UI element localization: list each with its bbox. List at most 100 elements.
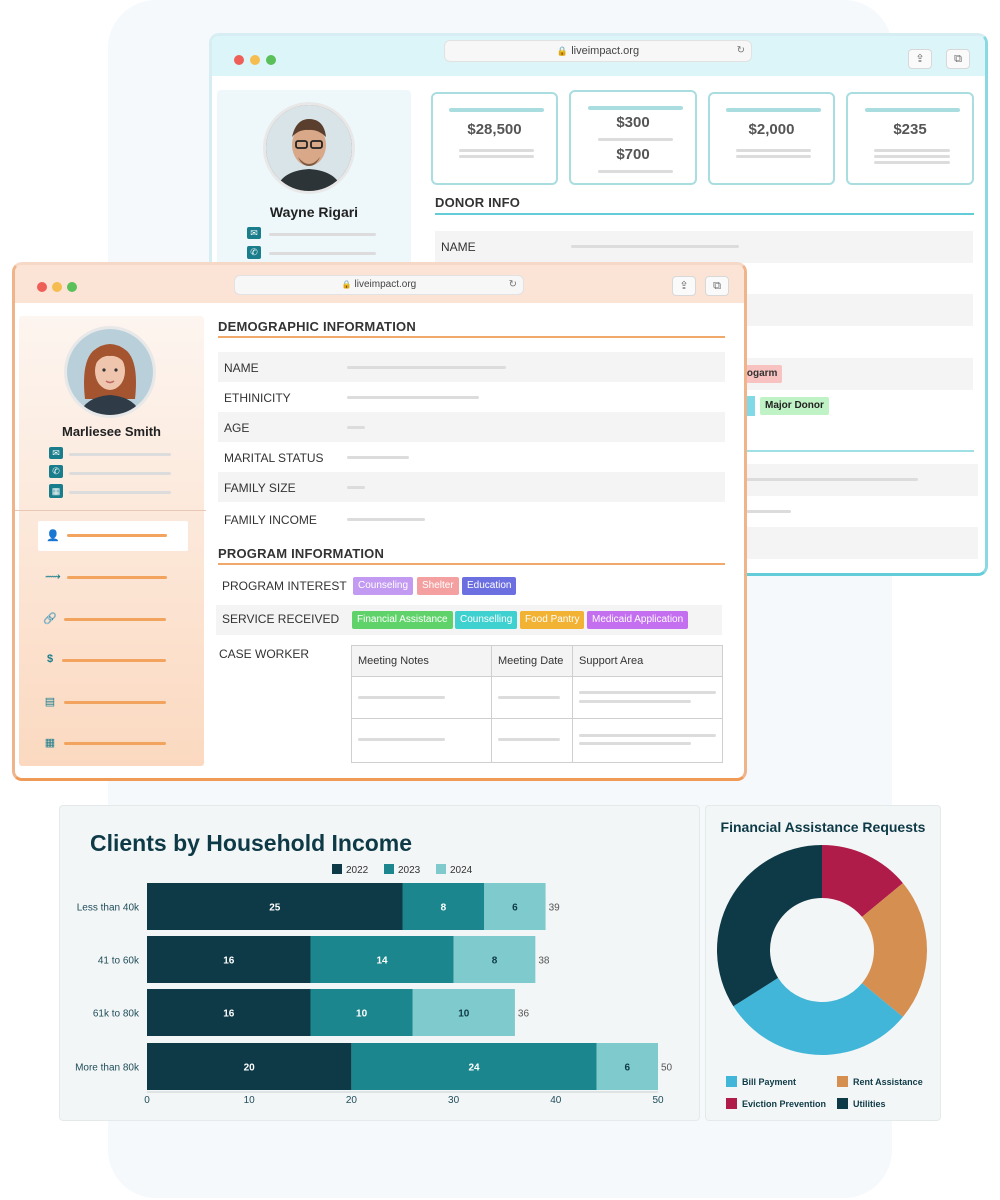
legend-label-2024: 2024 <box>450 865 473 876</box>
program-interest-label: PROGRAM INTEREST <box>222 579 347 593</box>
legend-swatch-2023 <box>384 864 394 874</box>
service-received-label: SERVICE RECEIVED <box>222 612 340 626</box>
close-dot-icon[interactable] <box>234 55 244 65</box>
income-chart-title: Clients by Household Income <box>90 830 413 856</box>
donor-info-title: DONOR INFO <box>435 195 521 210</box>
th-meeting-notes[interactable]: Meeting Notes <box>358 655 429 667</box>
reload-icon[interactable]: ↻ <box>508 279 517 290</box>
sidebar-item-profile[interactable]: 👤 <box>38 521 188 551</box>
income-chart-panel: Clients by Household Income 2022 2023 2024… <box>59 805 700 1121</box>
tag-financial-assistance[interactable]: Financial Assistance <box>352 611 453 629</box>
tabs-button[interactable]: ⧉ <box>946 49 970 69</box>
tabs-button[interactable]: ⧉ <box>705 276 729 296</box>
legend-label: Utilities <box>853 1099 886 1109</box>
donor-face-icon <box>266 105 352 191</box>
demo-row-age <box>218 412 725 442</box>
bar-segment-2024 <box>596 1043 658 1090</box>
donut-slice-utilities <box>717 845 822 1007</box>
donor-tag-major-donor[interactable]: Major Donor <box>760 397 829 415</box>
demo-label-family-size: FAMILY SIZE <box>224 481 296 495</box>
program-title: PROGRAM INFORMATION <box>218 546 385 561</box>
sidebar-item-activity[interactable]: ⟿ <box>38 563 188 593</box>
close-dot-icon[interactable] <box>37 282 47 292</box>
donut-slice-rent-assistance <box>862 883 927 1017</box>
donor-card-4: $235 <box>846 92 974 185</box>
maximize-dot-icon[interactable] <box>266 55 276 65</box>
category-label: Less than 40k <box>77 903 140 914</box>
client-url-bar[interactable]: 🔒 liveimpact.org ↻ <box>235 276 523 294</box>
bar-value-label: 10 <box>356 1009 368 1020</box>
donor-email-line <box>269 233 376 236</box>
share-button[interactable]: ⇪ <box>908 49 932 69</box>
demo-label-age: AGE <box>224 421 250 435</box>
client-sidebar: Marliesee Smith ✉ ✆ ▦ 👤 ⟿ 🔗 $ ▤ ▦ <box>15 316 206 766</box>
donor-tag-program[interactable]: rogarm <box>738 365 783 383</box>
sidebar-item-finance[interactable]: $ <box>38 646 188 676</box>
donut-slice-bill-payment <box>733 977 903 1055</box>
x-tick-label: 40 <box>550 1095 562 1106</box>
donor-avatar <box>263 102 355 194</box>
legend-label-2023: 2023 <box>398 865 421 876</box>
th-meeting-date[interactable]: Meeting Date <box>498 655 564 667</box>
sidebar-item-documents[interactable]: ▤ <box>38 688 188 718</box>
donor-name: Wayne Rigari <box>269 204 359 220</box>
th-support-area[interactable]: Support Area <box>579 655 644 667</box>
demo-label-name: NAME <box>224 361 259 375</box>
pulse-icon: ⟿ <box>45 571 61 583</box>
donor-name-label: NAME <box>441 240 476 254</box>
tag-counselling[interactable]: Counselling <box>455 611 518 629</box>
calendar-icon: ▦ <box>44 737 56 749</box>
x-tick-label: 20 <box>346 1095 358 1106</box>
reload-icon[interactable]: ↻ <box>736 45 745 56</box>
case-worker-label: CASE WORKER <box>219 647 310 661</box>
legend-swatch-2022 <box>332 864 342 874</box>
minimize-dot-icon[interactable] <box>52 282 62 292</box>
tag-medicaid-application[interactable]: Medicaid Application <box>587 611 689 629</box>
lock-icon: 🔒 <box>556 46 569 56</box>
donor-url-text: liveimpact.org <box>571 45 640 57</box>
bar-value-label: 8 <box>492 956 498 967</box>
table-row <box>358 738 445 741</box>
donor-sidebar: Wayne Rigari ✉ ✆ <box>217 90 411 290</box>
bar-segment-2023 <box>310 989 413 1036</box>
sidebar-item-links[interactable]: 🔗 <box>38 605 188 635</box>
legend-swatch-2024 <box>436 864 446 874</box>
maximize-dot-icon[interactable] <box>67 282 77 292</box>
client-email-icon: ✉ <box>49 447 63 459</box>
demographic-underline <box>218 336 725 338</box>
client-window: 🔒 liveimpact.org ↻ ⇪ ⧉ Marliesee Smith ✉… <box>12 262 747 781</box>
bar-value-label: 25 <box>269 903 281 914</box>
client-calendar-icon: ▦ <box>49 484 63 498</box>
assistance-chart-panel: Financial Assistance Requests Bill Payme… <box>705 805 941 1121</box>
tag-education[interactable]: Education <box>462 577 517 595</box>
bar-segment-2024 <box>453 936 536 983</box>
tag-counseling[interactable]: Counseling <box>353 577 414 595</box>
bar-segment-2023 <box>402 883 485 930</box>
bar-total-label: 36 <box>518 1009 530 1020</box>
assistance-donut-chart: Bill Payment Rent Assistance Eviction Prev… <box>717 845 927 1109</box>
x-tick-label: 30 <box>448 1095 460 1106</box>
bar-total-label: 50 <box>661 1063 673 1074</box>
donor-card-4-value: $235 <box>893 121 927 138</box>
donor-tag-partial[interactable] <box>746 396 755 416</box>
donor-email-icon: ✉ <box>247 227 261 239</box>
assistance-chart-title: Financial Assistance Requests <box>720 819 926 835</box>
bar-segment-2022 <box>147 989 311 1036</box>
client-url-text: liveimpact.org <box>354 279 417 290</box>
demo-label-family-income: FAMILY INCOME <box>224 513 317 527</box>
bar-value-label: 14 <box>376 956 388 967</box>
tag-food-pantry[interactable]: Food Pantry <box>520 611 585 629</box>
legend-swatch <box>726 1098 737 1109</box>
tag-shelter[interactable]: Shelter <box>417 577 459 595</box>
donor-card-1-value: $28,500 <box>467 121 522 138</box>
donor-titlebar: 🔒 liveimpact.org ↻ ⇪ ⧉ <box>212 36 985 76</box>
bar-segment-2023 <box>310 936 454 983</box>
sidebar-divider <box>15 510 206 511</box>
x-tick-label: 50 <box>652 1095 664 1106</box>
donor-url-bar[interactable]: 🔒 liveimpact.org ↻ <box>445 41 751 61</box>
sidebar-item-calendar[interactable]: ▦ <box>38 729 188 759</box>
minimize-dot-icon[interactable] <box>250 55 260 65</box>
share-button[interactable]: ⇪ <box>672 276 696 296</box>
donor-card-3: $2,000 <box>708 92 835 185</box>
